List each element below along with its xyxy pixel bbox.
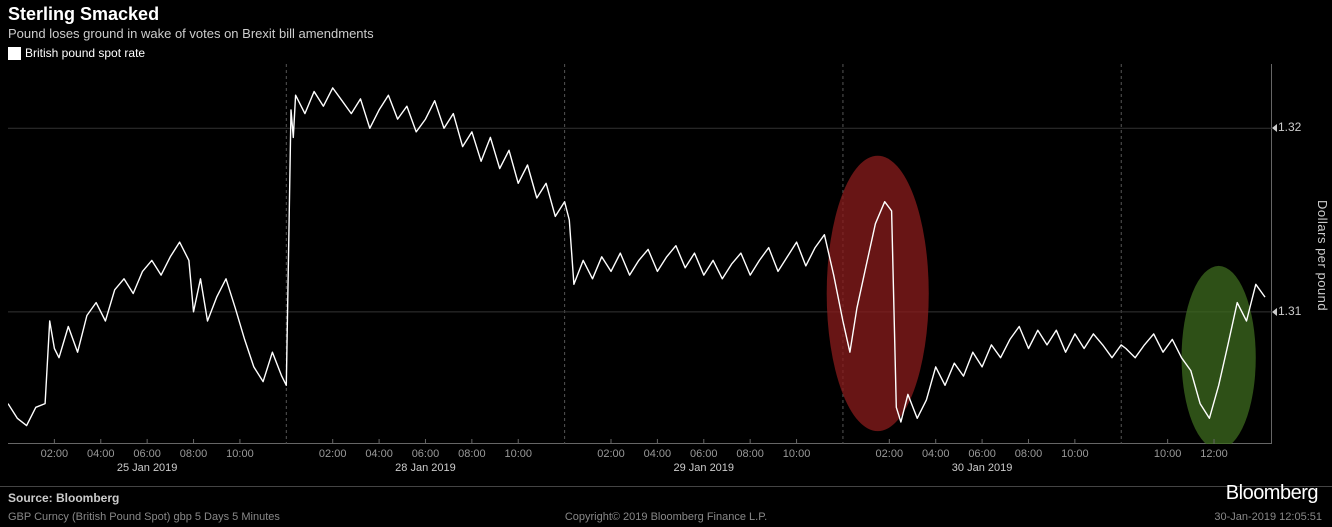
x-tick-label: 04:00	[87, 448, 115, 460]
x-day-label: 28 Jan 2019	[395, 462, 456, 474]
x-tick-label: 10:00	[1061, 448, 1089, 460]
x-tick-label: 08:00	[180, 448, 208, 460]
x-tick-label: 04:00	[644, 448, 672, 460]
y-axis-label: Dollars per pound	[1315, 200, 1330, 311]
chart-title: Sterling Smacked	[8, 4, 159, 25]
x-day-label: 29 Jan 2019	[673, 462, 734, 474]
footer-divider	[0, 486, 1332, 487]
source-line: Source: Bloomberg	[8, 491, 119, 505]
y-tick-pointer	[1272, 308, 1277, 316]
x-tick-label: 10:00	[1154, 448, 1182, 460]
x-tick-label: 02:00	[41, 448, 69, 460]
x-tick-label: 04:00	[365, 448, 393, 460]
chart-container: Sterling Smacked Pound loses ground in w…	[0, 0, 1332, 527]
chart-subtitle: Pound loses ground in wake of votes on B…	[8, 26, 374, 41]
x-tick-label: 06:00	[968, 448, 996, 460]
x-tick-label: 02:00	[319, 448, 347, 460]
y-tick-label: 1.31	[1278, 304, 1301, 318]
x-tick-label: 10:00	[504, 448, 532, 460]
x-tick-label: 08:00	[736, 448, 764, 460]
x-tick-label: 06:00	[690, 448, 718, 460]
x-tick-label: 02:00	[597, 448, 625, 460]
copyright: Copyright© 2019 Bloomberg Finance L.P.	[565, 511, 767, 523]
y-tick-pointer	[1272, 124, 1277, 132]
y-tick-label: 1.32	[1278, 120, 1301, 134]
x-day-label: 30 Jan 2019	[952, 462, 1013, 474]
timestamp: 30-Jan-2019 12:05:51	[1214, 511, 1322, 523]
x-tick-label: 08:00	[458, 448, 486, 460]
legend-swatch	[8, 47, 21, 60]
x-tick-label: 06:00	[133, 448, 161, 460]
x-tick-label: 04:00	[922, 448, 950, 460]
x-tick-label: 08:00	[1015, 448, 1043, 460]
x-tick-label: 12:00	[1200, 448, 1228, 460]
x-tick-label: 10:00	[783, 448, 811, 460]
bloomberg-logo: Bloomberg	[1226, 482, 1318, 505]
legend: British pound spot rate	[8, 46, 145, 60]
x-tick-label: 02:00	[876, 448, 904, 460]
x-tick-label: 06:00	[412, 448, 440, 460]
x-tick-label: 10:00	[226, 448, 254, 460]
legend-label: British pound spot rate	[25, 46, 145, 60]
x-day-label: 25 Jan 2019	[117, 462, 178, 474]
chart-plot	[8, 64, 1272, 444]
ticker-line: GBP Curncy (British Pound Spot) gbp 5 Da…	[8, 511, 280, 523]
